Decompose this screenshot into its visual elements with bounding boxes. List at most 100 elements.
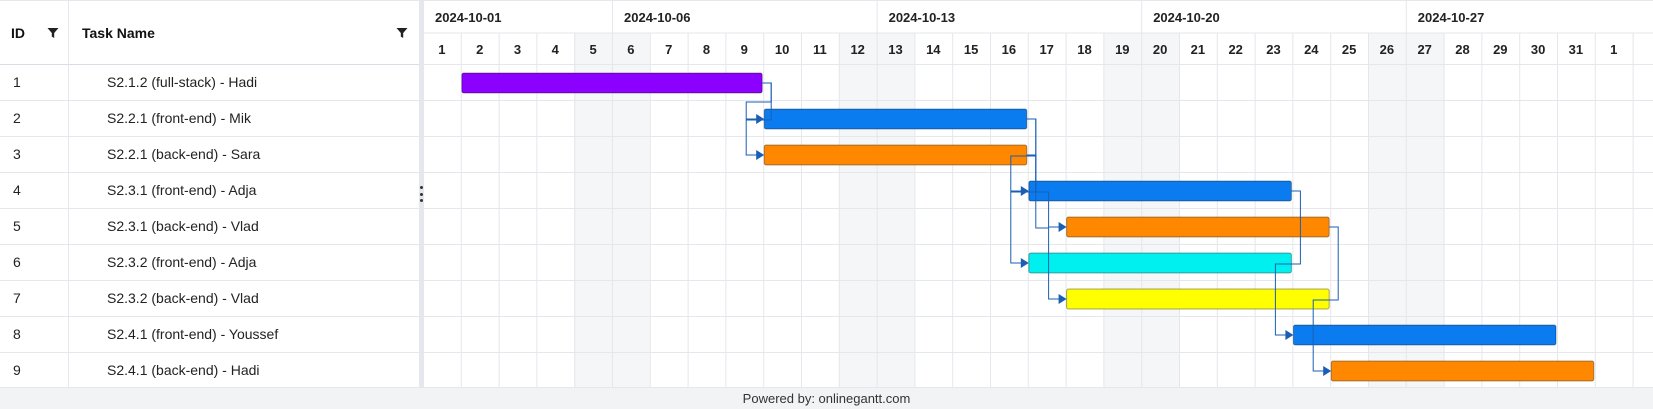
task-id-cell: 2	[0, 101, 69, 136]
day-label: 1	[438, 42, 445, 57]
task-name-cell[interactable]: S2.4.1 (front-end) - Youssef	[107, 326, 279, 342]
task-grid: ID Task Name 1 S2.1.2 (full-stack) - Had…	[0, 0, 420, 389]
dependency-arrow-icon	[1323, 366, 1332, 376]
task-id-cell: 6	[0, 245, 69, 280]
day-label: 25	[1342, 42, 1356, 57]
day-label: 11	[813, 42, 827, 57]
dependency-arrow-icon	[1020, 186, 1029, 196]
day-label: 3	[514, 42, 521, 57]
day-label: 17	[1039, 42, 1053, 57]
day-label: 6	[627, 42, 634, 57]
task-id-cell: 1	[0, 65, 69, 100]
task-bar[interactable]	[1028, 252, 1292, 274]
task-bar[interactable]	[763, 144, 1028, 166]
table-row[interactable]: 2 S2.2.1 (front-end) - Mik	[0, 101, 420, 137]
task-name-cell[interactable]: S2.2.1 (back-end) - Sara	[107, 146, 261, 162]
resize-handle-icon[interactable]	[419, 186, 423, 202]
day-label: 13	[888, 42, 902, 57]
task-id-cell: 5	[0, 209, 69, 244]
gantt-chart-canvas: 2024-10-01 2024-10-06 2024-10-13 2024-10-20…	[423, 0, 1653, 387]
table-row[interactable]: 6 S2.3.2 (front-end) - Adja	[0, 245, 420, 281]
weekend-column	[838, 33, 877, 387]
table-row[interactable]: 7 S2.3.2 (back-end) - Vlad	[0, 281, 420, 317]
table-row[interactable]: 3 S2.2.1 (back-end) - Sara	[0, 137, 420, 173]
week-label: 2024-10-01	[435, 10, 502, 25]
day-label: 16	[1002, 42, 1016, 57]
day-label: 31	[1569, 42, 1583, 57]
task-bar[interactable]	[1330, 360, 1595, 382]
dependency-arrow-icon	[1058, 294, 1067, 304]
task-name-cell[interactable]: S2.3.1 (back-end) - Vlad	[107, 218, 259, 234]
dependency-arrow-icon	[756, 150, 765, 160]
week-label: 2024-10-13	[889, 10, 956, 25]
dependency-line	[1026, 154, 1061, 300]
day-label: 9	[741, 42, 748, 57]
grid-header: ID Task Name	[0, 0, 420, 65]
day-label: 5	[589, 42, 596, 57]
day-label: 30	[1531, 42, 1545, 57]
task-bar[interactable]	[1066, 288, 1330, 310]
day-label: 24	[1304, 42, 1319, 57]
day-label: 15	[964, 42, 978, 57]
task-id-cell: 8	[0, 317, 69, 352]
task-name-cell[interactable]: S2.3.2 (front-end) - Adja	[107, 254, 257, 270]
day-label: 21	[1191, 42, 1205, 57]
week-label: 2024-10-20	[1153, 10, 1220, 25]
task-name-filter-icon[interactable]	[396, 27, 408, 39]
task-name-cell[interactable]: S2.1.2 (full-stack) - Hadi	[107, 74, 258, 90]
dependency-arrow-icon	[1020, 258, 1029, 268]
day-label: 8	[703, 42, 710, 57]
gantt-chart: 2024-10-01 2024-10-06 2024-10-13 2024-10-20…	[423, 0, 1653, 387]
day-label: 12	[850, 42, 864, 57]
task-bar[interactable]	[1028, 180, 1292, 202]
task-bar[interactable]	[763, 108, 1028, 130]
task-name-cell[interactable]: S2.2.1 (front-end) - Mik	[107, 110, 251, 126]
id-header-label: ID	[11, 25, 25, 41]
table-row[interactable]: 8 S2.4.1 (front-end) - Youssef	[0, 317, 420, 353]
task-bar[interactable]	[461, 72, 763, 94]
day-label: 1	[1610, 42, 1617, 57]
day-label: 14	[926, 42, 941, 57]
task-name-cell[interactable]: S2.3.1 (front-end) - Adja	[107, 182, 257, 198]
task-name-column-header[interactable]: Task Name	[69, 1, 420, 65]
day-label: 26	[1380, 42, 1394, 57]
week-label: 2024-10-27	[1418, 10, 1485, 25]
task-name-cell[interactable]: S2.4.1 (back-end) - Hadi	[107, 362, 260, 378]
day-label: 20	[1153, 42, 1167, 57]
table-row[interactable]: 1 S2.1.2 (full-stack) - Hadi	[0, 65, 420, 101]
gantt-app: ID Task Name 1 S2.1.2 (full-stack) - Had…	[0, 0, 1653, 389]
task-bar[interactable]	[1066, 216, 1330, 238]
task-bar[interactable]	[1292, 324, 1557, 346]
dependency-line	[1274, 190, 1301, 336]
dependency-line	[1312, 226, 1339, 372]
dependency-arrow-icon	[756, 114, 765, 124]
day-label: 22	[1228, 42, 1242, 57]
dependency-arrow-icon	[1285, 330, 1294, 340]
table-row[interactable]: 4 S2.3.1 (front-end) - Adja	[0, 173, 420, 209]
day-label: 19	[1115, 42, 1129, 57]
dependency-line	[745, 82, 772, 156]
day-label: 28	[1455, 42, 1469, 57]
week-label: 2024-10-06	[624, 10, 691, 25]
day-label: 7	[665, 42, 672, 57]
task-id-cell: 9	[0, 353, 69, 388]
task-name-header-label: Task Name	[82, 25, 155, 41]
dependency-line	[1010, 118, 1037, 264]
id-column-header[interactable]: ID	[0, 1, 69, 65]
weekend-column	[1141, 33, 1179, 387]
task-id-cell: 7	[0, 281, 69, 316]
day-label: 4	[552, 42, 560, 57]
task-name-cell[interactable]: S2.3.2 (back-end) - Vlad	[107, 290, 259, 306]
table-row[interactable]: 5 S2.3.1 (back-end) - Vlad	[0, 209, 420, 245]
dependency-arrow-icon	[1058, 222, 1067, 232]
id-filter-icon[interactable]	[47, 27, 59, 39]
day-label: 10	[775, 42, 789, 57]
day-label: 27	[1417, 42, 1431, 57]
day-label: 29	[1493, 42, 1507, 57]
table-row[interactable]: 9 S2.4.1 (back-end) - Hadi	[0, 353, 420, 389]
day-label: 23	[1266, 42, 1280, 57]
day-label: 2	[476, 42, 483, 57]
weekend-column	[876, 33, 915, 387]
task-id-cell: 3	[0, 137, 69, 172]
task-id-cell: 4	[0, 173, 69, 208]
